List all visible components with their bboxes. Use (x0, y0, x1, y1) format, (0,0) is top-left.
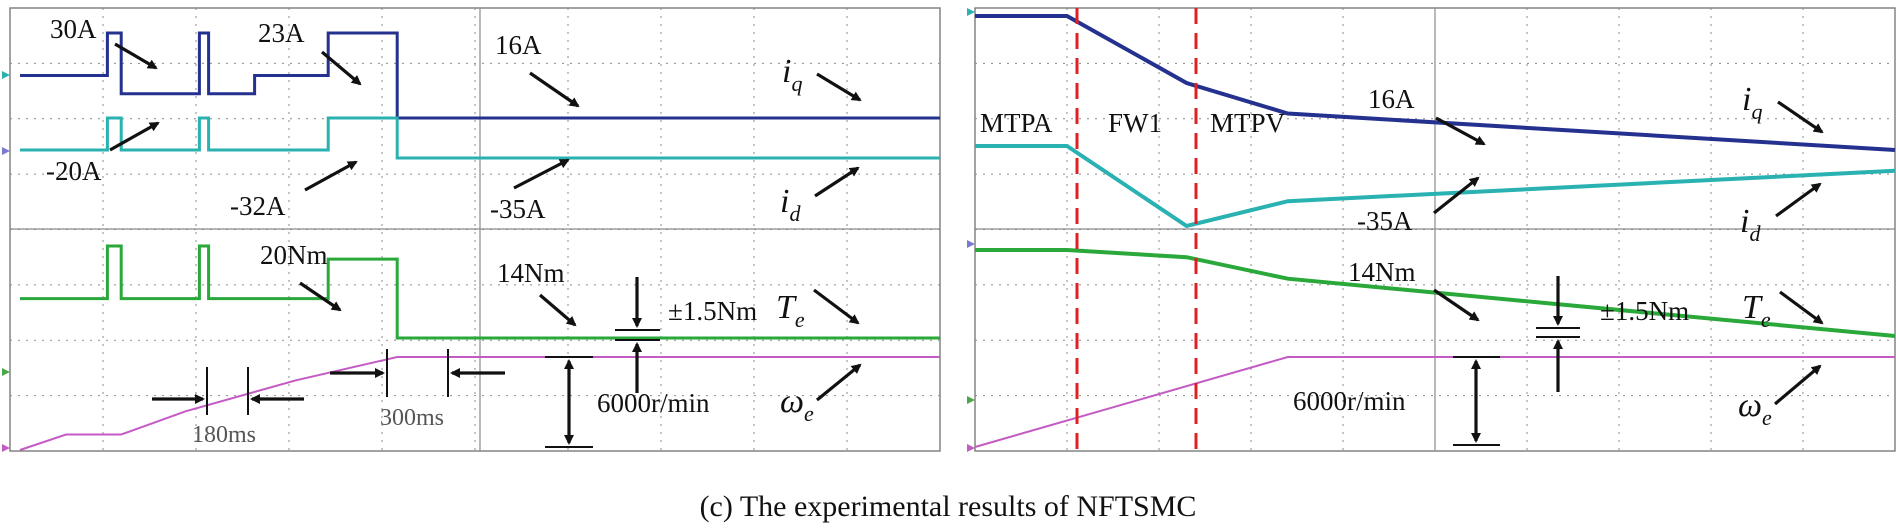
right-scope-panel: MTPA FW1 MTPV 16A -35A 14Nm ±1.5Nm 6000r… (967, 7, 1896, 452)
r-arrow-minus35A (1433, 176, 1480, 215)
r-arrow-14Nm (1433, 288, 1480, 322)
arrow-16A (529, 71, 580, 108)
label-minus32A: -32A (230, 191, 286, 221)
r-symbol-we: ωe (1738, 387, 1772, 430)
label-14Nm: 14Nm (497, 258, 565, 288)
arrow-we (815, 363, 862, 402)
arrow-30A (114, 42, 158, 70)
left-iq-trace (20, 31, 940, 120)
left-we-trace (19, 356, 940, 451)
arrow-14Nm (538, 293, 577, 327)
arrow-id (814, 166, 860, 198)
r-channel-3-marker (967, 444, 975, 452)
arrow-minus32A (304, 160, 358, 192)
r-symbol-iq: iq (1742, 81, 1762, 124)
r-label-minus35A: -35A (1357, 206, 1413, 236)
region-fw1: FW1 (1108, 108, 1162, 138)
r-label-6000rpm: 6000r/min (1293, 386, 1406, 416)
arrow-te (813, 288, 860, 325)
arrow-minus35A (513, 158, 570, 190)
figure-caption: (c) The experimental results of NFTSMC (700, 490, 1197, 523)
symbol-te: Te (776, 289, 805, 332)
label-300ms: 300ms (380, 405, 444, 431)
r-arrow-iq (1777, 100, 1824, 134)
r-label-14Nm: 14Nm (1348, 257, 1416, 287)
r-arrow-we (1773, 364, 1822, 406)
left-te-trace (20, 244, 940, 340)
speed-marker-left (545, 356, 593, 448)
symbol-we: ωe (780, 383, 814, 426)
symbol-id: id (780, 183, 801, 226)
channel-3-marker (2, 444, 10, 452)
arrow-iq (816, 72, 862, 102)
timing-180ms (152, 367, 304, 415)
right-we-trace (974, 356, 1895, 448)
right-id-trace (975, 144, 1896, 229)
r-symbol-id: id (1740, 203, 1761, 246)
label-20Nm: 20Nm (260, 240, 328, 270)
r-label-tolerance: ±1.5Nm (1600, 296, 1689, 326)
r-channel-2-marker (967, 8, 975, 16)
arrow-23A (320, 50, 362, 86)
channel-4-marker (2, 368, 10, 376)
r-symbol-te: Te (1742, 289, 1771, 332)
label-180ms: 180ms (192, 422, 256, 448)
label-16A: 16A (495, 30, 542, 60)
timing-300ms (330, 349, 505, 397)
r-arrow-id (1775, 182, 1822, 218)
region-mtpa: MTPA (980, 108, 1053, 138)
channel-2-marker (2, 71, 10, 79)
r-channel-1-marker (967, 240, 975, 248)
region-mtpv: MTPV (1210, 108, 1286, 138)
label-minus20A: -20A (46, 156, 102, 186)
r-label-16A: 16A (1368, 84, 1415, 114)
tolerance-marker-left (615, 277, 660, 393)
speed-marker-right (1453, 356, 1500, 446)
right-iq-trace (975, 14, 1896, 152)
left-id-trace (20, 116, 940, 160)
symbol-iq: iq (782, 53, 802, 96)
tolerance-marker-right (1536, 276, 1580, 392)
r-channel-4-marker (967, 396, 975, 404)
label-30A: 30A (50, 14, 97, 44)
label-6000rpm: 6000r/min (597, 388, 710, 418)
arrow-20Nm (299, 281, 342, 312)
r-arrow-te (1779, 290, 1824, 325)
arrow-minus20A (109, 121, 160, 152)
channel-1-marker (2, 147, 10, 155)
label-minus35A: -35A (490, 194, 546, 224)
left-scope-panel: 30A 23A 16A -20A -32A -35A 20Nm 14Nm ±1.… (2, 7, 941, 452)
r-arrow-16A (1435, 116, 1486, 146)
right-te-trace (975, 248, 1896, 338)
label-tolerance: ±1.5Nm (668, 296, 757, 326)
label-23A: 23A (258, 18, 305, 48)
